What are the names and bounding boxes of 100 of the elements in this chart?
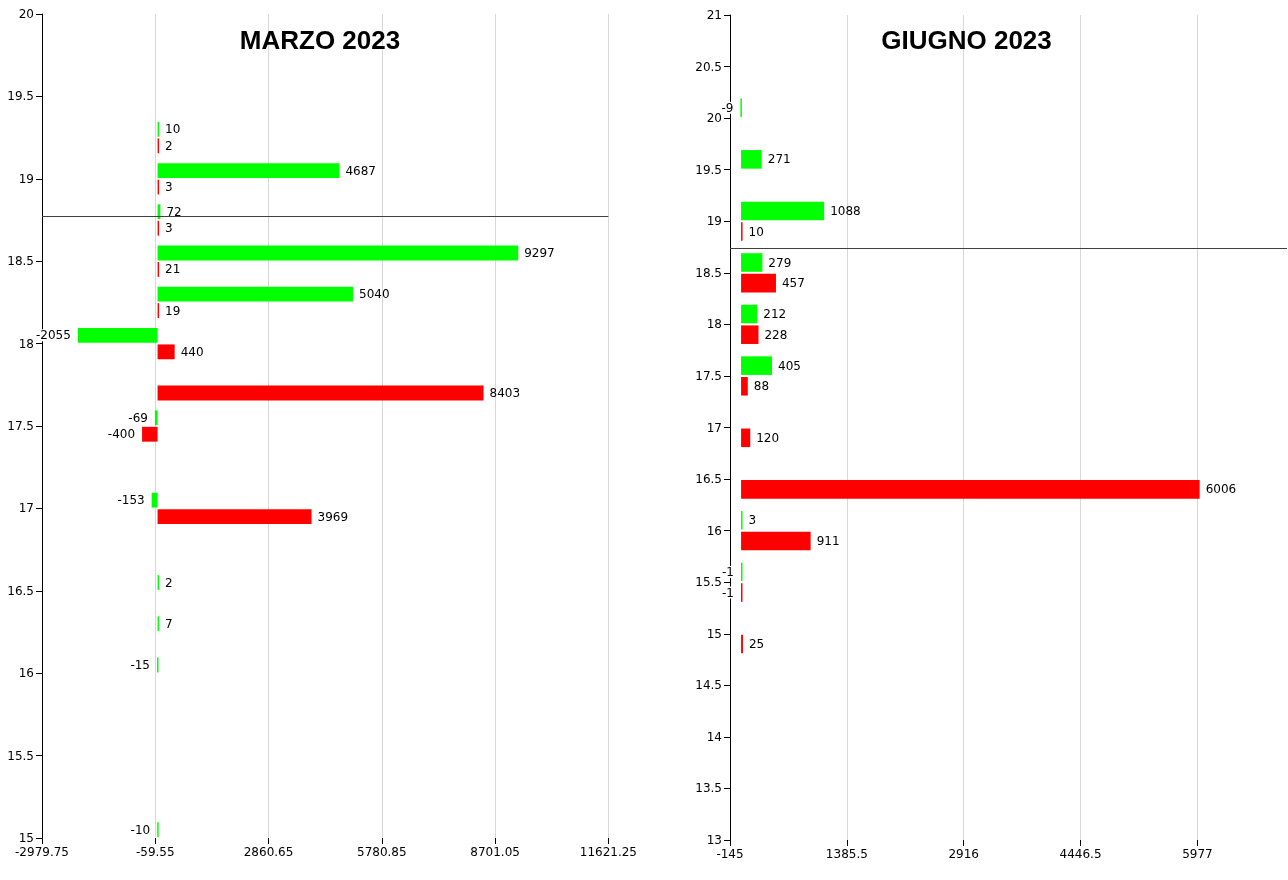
bar — [741, 356, 772, 375]
data-label: -400 — [107, 427, 136, 442]
data-label: 3 — [165, 180, 173, 195]
data-label: -153 — [117, 493, 145, 508]
x-tick-label: 2916 — [948, 847, 979, 861]
data-label: 279 — [768, 255, 792, 270]
y-tick-label: 15.5 — [695, 575, 722, 590]
y-tick-label: 18.5 — [7, 254, 34, 269]
bar — [157, 286, 354, 302]
y-tick-label: 15 — [706, 626, 722, 641]
y-tick-label: 19 — [18, 171, 34, 186]
data-label: 10 — [748, 224, 764, 239]
y-tick-label: 20.5 — [695, 59, 722, 74]
data-label: 4687 — [345, 163, 376, 178]
bar — [741, 201, 825, 221]
y-tick-label: 16.5 — [695, 472, 722, 487]
data-label: 212 — [763, 307, 787, 322]
bar — [77, 327, 158, 343]
bar — [741, 325, 759, 344]
bar — [741, 273, 776, 293]
data-label: 88 — [753, 379, 770, 394]
bar — [741, 531, 811, 551]
y-tick-label: 15 — [18, 831, 34, 845]
y-tick-label: 16 — [18, 666, 34, 681]
data-label: 6006 — [1205, 482, 1237, 497]
y-tick-label: 16.5 — [7, 583, 34, 598]
bar — [142, 426, 158, 442]
data-label: 19 — [165, 303, 181, 318]
data-label: -1 — [722, 564, 734, 579]
y-tick-label: 17.5 — [695, 368, 722, 383]
data-label: -9 — [721, 100, 734, 115]
bar — [741, 304, 758, 324]
data-label: 25 — [748, 637, 765, 652]
data-label: -1 — [722, 585, 734, 600]
chart-title: MARZO 2023 — [239, 25, 401, 55]
y-tick-label: 18.5 — [695, 265, 722, 280]
x-tick-label: 5977 — [1182, 847, 1213, 861]
data-label: 1088 — [830, 203, 861, 218]
y-tick-label: 15.5 — [7, 748, 34, 763]
y-tick-label: 19.5 — [7, 89, 34, 104]
y-tick-label: 20 — [706, 111, 722, 126]
y-tick-label: 20 — [18, 7, 34, 21]
data-label: 3 — [165, 221, 173, 236]
y-tick-label: 13.5 — [695, 781, 722, 796]
data-label: 2 — [165, 575, 173, 590]
data-label: 5040 — [359, 287, 390, 302]
bar — [154, 410, 158, 426]
x-tick-label: 1385.5 — [825, 847, 868, 861]
y-tick-label: 16 — [706, 523, 722, 538]
data-label: 3 — [748, 513, 757, 528]
y-tick-label: 18 — [18, 336, 34, 351]
data-label: 405 — [777, 358, 801, 373]
bar — [741, 428, 751, 448]
data-label: -10 — [130, 822, 151, 837]
bar — [741, 480, 1200, 499]
data-label: 21 — [165, 262, 181, 277]
bar — [157, 344, 175, 360]
x-tick-label: -145 — [716, 847, 744, 861]
y-tick-label: 19.5 — [695, 162, 722, 177]
data-label: -2055 — [36, 328, 71, 343]
data-label: 457 — [781, 276, 805, 291]
bar — [741, 253, 763, 272]
data-label: 271 — [767, 152, 791, 167]
x-tick-label: -2979.75 — [15, 845, 69, 859]
bar — [157, 245, 519, 261]
data-label: 9297 — [524, 245, 555, 260]
data-label: 911 — [816, 533, 840, 548]
bar — [741, 150, 762, 169]
data-label: -15 — [130, 657, 150, 672]
data-label: 10 — [165, 122, 181, 137]
data-label: 72 — [166, 204, 182, 219]
data-label: -69 — [128, 410, 148, 425]
data-label: 440 — [180, 344, 204, 359]
y-tick-label: 14.5 — [695, 678, 722, 693]
bar — [157, 163, 340, 178]
bar — [157, 509, 312, 525]
data-label: 2 — [165, 138, 173, 153]
data-label: 228 — [764, 327, 788, 342]
data-label: 3969 — [317, 509, 349, 524]
bar — [741, 376, 748, 396]
y-tick-label: 18 — [706, 317, 722, 332]
data-label: 120 — [756, 430, 780, 445]
bar — [157, 385, 484, 401]
data-label: 7 — [165, 616, 173, 631]
x-tick-label: 11621.25 — [579, 845, 637, 859]
x-tick-label: 8701.05 — [470, 845, 520, 859]
y-tick-label: 13 — [706, 833, 722, 847]
chart-title: GIUGNO 2023 — [881, 25, 1052, 55]
y-tick-label: 17.5 — [7, 419, 34, 433]
y-tick-label: 19 — [706, 214, 722, 229]
x-tick-label: 4446.5 — [1059, 847, 1102, 861]
y-tick-label: 21 — [706, 8, 722, 22]
y-tick-label: 17 — [706, 420, 722, 435]
data-label: 8403 — [489, 386, 521, 401]
x-tick-label: -59.55 — [135, 845, 175, 859]
bar — [151, 492, 158, 508]
y-tick-label: 14 — [706, 729, 722, 744]
x-tick-label: 2860.65 — [243, 845, 294, 859]
y-tick-label: 17 — [18, 501, 34, 516]
x-tick-label: 5780.85 — [357, 845, 407, 859]
